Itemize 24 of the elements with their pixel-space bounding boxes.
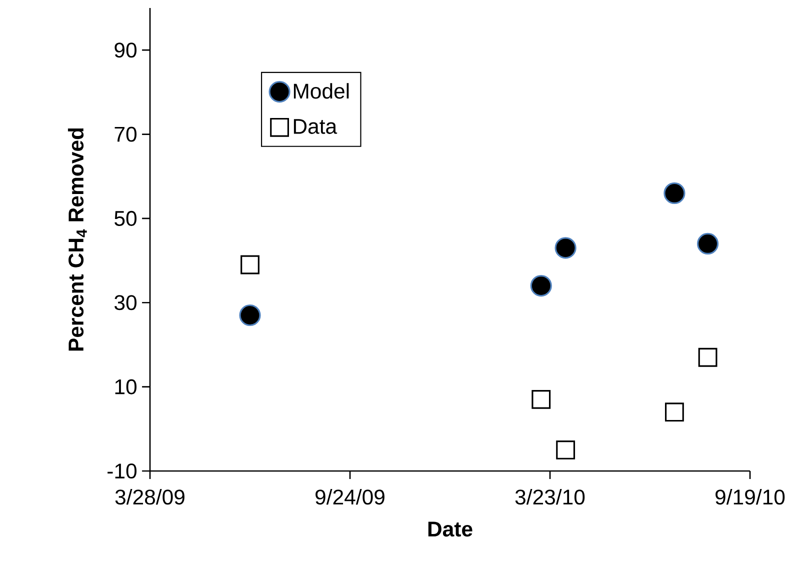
x-tick-label: 3/23/10 [515,489,585,505]
legend-label: Data [294,119,338,134]
x-tick-label: 3/28/09 [115,489,184,505]
x-tick-label: 9/24/09 [316,489,384,505]
point [240,255,260,274]
legend-label: Model [294,83,349,99]
y-tick-label: 10 [115,379,136,394]
point [239,304,261,326]
y-tick-label: 70 [114,126,136,142]
point [530,274,552,297]
point [698,348,718,367]
point [554,237,576,259]
point [664,402,684,422]
y-tick-label: 50 [114,210,136,226]
y-tick-label: -10 [108,463,136,479]
y-tick-label: 30 [114,295,136,310]
point [532,390,551,409]
y-axis-title: Percent CH$_{4}$ Removed [68,128,87,351]
x-tick-label: 9/19/10 [716,489,785,505]
y-tick-label: 90 [114,42,136,58]
point [664,182,686,204]
point [556,440,576,460]
point [696,232,719,255]
x-axis-title: Date [428,522,472,537]
